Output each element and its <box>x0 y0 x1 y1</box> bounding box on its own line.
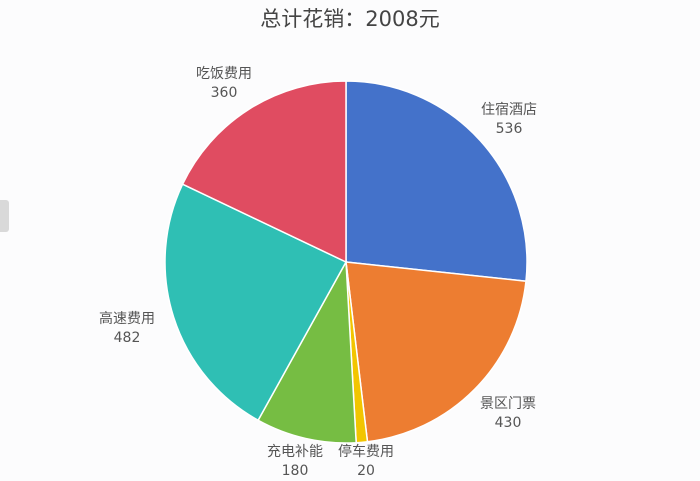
pie-slices <box>164 80 528 444</box>
slice-label-name-5: 吃饭费用 <box>196 66 252 82</box>
chart-title: 总计花销：2008元 <box>260 7 440 31</box>
pie-slice-4[interactable] <box>164 183 348 422</box>
slice-label-value-2: 20 <box>357 463 375 479</box>
slice-label-value-5: 360 <box>211 85 238 101</box>
pie-slice-0[interactable] <box>345 80 528 283</box>
pie-slice-5[interactable] <box>181 80 347 264</box>
slice-label-value-1: 430 <box>495 415 522 431</box>
slice-label-value-0: 536 <box>496 121 523 137</box>
pie-labels: 住宿酒店 536 景区门票 430 停车费用 20 充电补能 180 高速费用 482 吃饭费用 36… <box>99 66 537 479</box>
slice-label-name-3: 充电补能 <box>267 444 323 460</box>
pie-slice-1[interactable] <box>345 261 527 443</box>
slice-label-value-4: 482 <box>114 330 141 346</box>
pie-slice-3[interactable] <box>257 259 357 444</box>
slice-label-name-0: 住宿酒店 <box>481 101 537 118</box>
slice-label-name-2: 停车费用 <box>338 443 394 460</box>
slice-label-name-4: 高速费用 <box>99 310 155 327</box>
slice-label-value-3: 180 <box>282 463 309 479</box>
slice-label-name-1: 景区门票 <box>480 396 536 412</box>
side-scroll-handle[interactable] <box>0 200 9 232</box>
